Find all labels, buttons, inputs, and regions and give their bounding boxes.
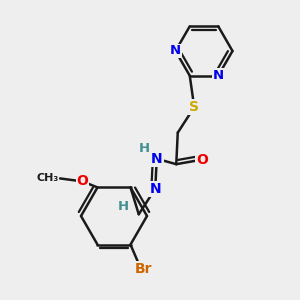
Text: N: N xyxy=(170,44,181,58)
Text: N: N xyxy=(151,152,163,166)
Text: N: N xyxy=(149,182,161,196)
Text: CH₃: CH₃ xyxy=(36,173,58,183)
Text: O: O xyxy=(76,174,88,188)
Text: O: O xyxy=(196,153,208,167)
Text: N: N xyxy=(213,69,224,82)
Text: Br: Br xyxy=(135,262,153,276)
Text: S: S xyxy=(189,100,199,114)
Text: H: H xyxy=(139,142,150,155)
Text: H: H xyxy=(118,200,129,213)
